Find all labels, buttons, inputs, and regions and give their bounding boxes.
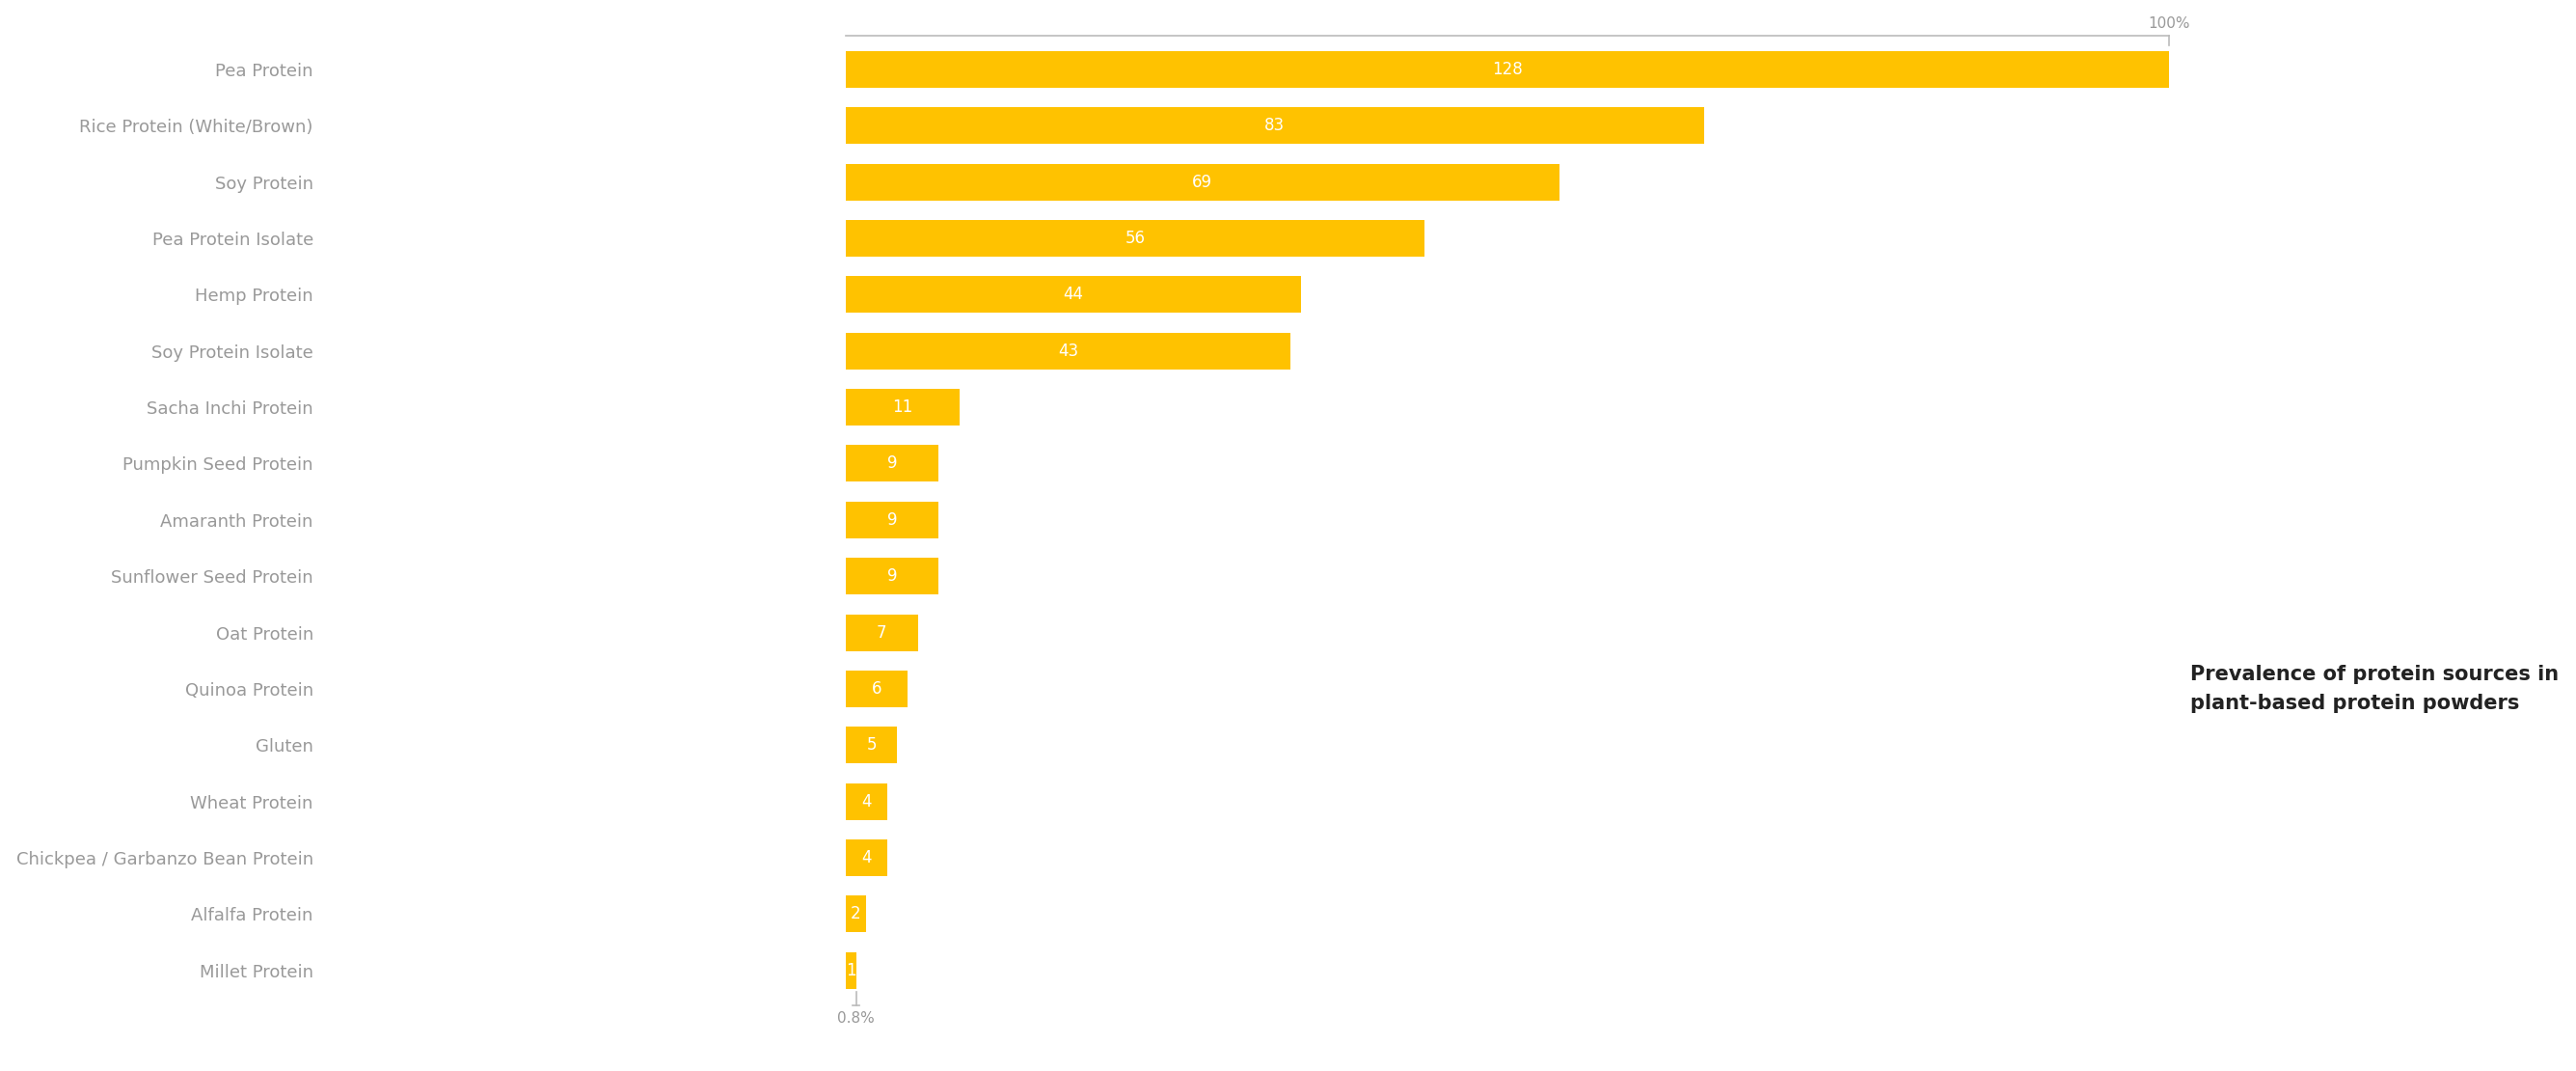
Bar — [845, 51, 2169, 88]
Text: 9: 9 — [886, 455, 896, 472]
Text: Prevalence of protein sources in
plant-based protein powders: Prevalence of protein sources in plant-b… — [2190, 665, 2558, 713]
Bar — [845, 333, 1291, 369]
Bar — [845, 107, 1703, 144]
Text: 100%: 100% — [2148, 16, 2190, 31]
Text: 6: 6 — [871, 680, 881, 697]
Text: 9: 9 — [886, 568, 896, 585]
Text: 11: 11 — [891, 398, 912, 416]
Bar — [845, 220, 1425, 257]
Bar — [845, 895, 866, 933]
Text: 69: 69 — [1193, 174, 1213, 191]
Bar — [845, 446, 938, 482]
Text: 56: 56 — [1126, 229, 1146, 247]
Bar — [845, 614, 917, 651]
Text: 44: 44 — [1064, 286, 1084, 303]
Text: 2: 2 — [850, 905, 860, 923]
Text: 0.8%: 0.8% — [837, 1011, 876, 1026]
Bar — [845, 952, 855, 989]
Text: 9: 9 — [886, 511, 896, 529]
Text: 4: 4 — [860, 849, 871, 866]
Bar — [845, 164, 1558, 200]
Bar — [845, 783, 886, 819]
Bar — [845, 276, 1301, 313]
Text: 4: 4 — [860, 793, 871, 810]
Bar — [845, 840, 886, 876]
Text: 128: 128 — [1492, 61, 1522, 78]
Text: 7: 7 — [876, 623, 886, 642]
Bar — [845, 389, 958, 425]
Bar — [845, 501, 938, 538]
Text: 83: 83 — [1265, 117, 1285, 134]
Text: 5: 5 — [866, 737, 876, 754]
Bar — [845, 727, 896, 764]
Bar — [845, 558, 938, 594]
Text: 1: 1 — [845, 962, 855, 979]
Text: 43: 43 — [1059, 343, 1079, 360]
Bar — [845, 670, 907, 707]
